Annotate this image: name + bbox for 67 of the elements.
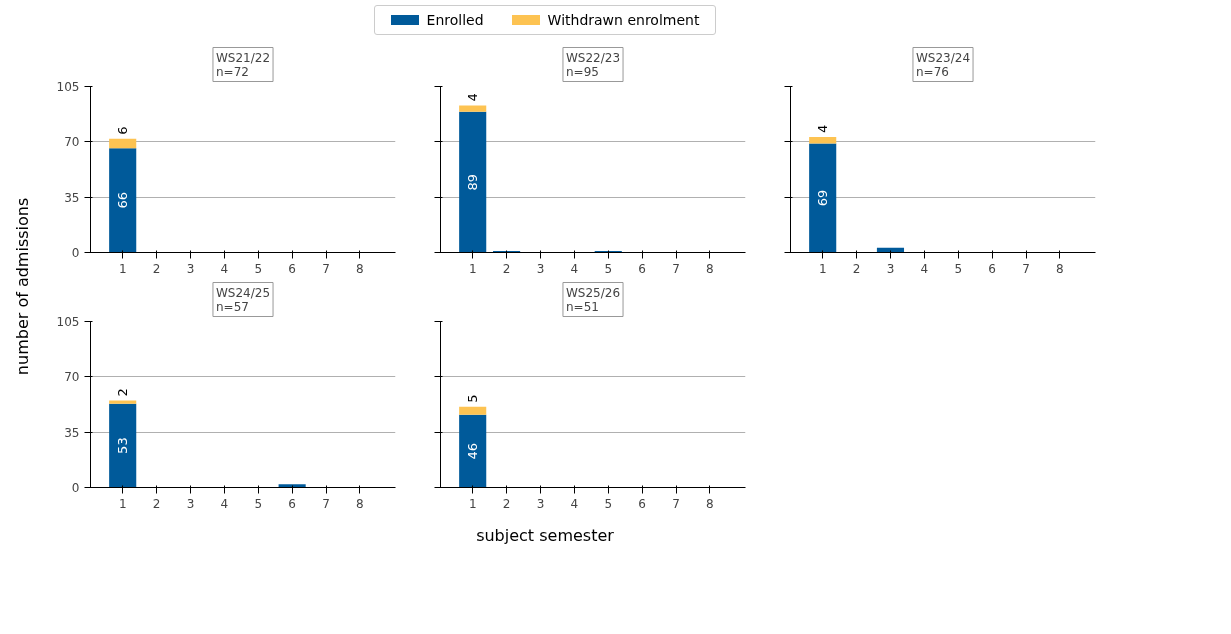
data-label: 6 — [115, 126, 131, 135]
x-tick-label: 2 — [152, 496, 161, 511]
y-tick-label: 35 — [64, 190, 80, 205]
x-tick-label: 7 — [672, 496, 680, 511]
x-tick-label: 5 — [254, 496, 263, 511]
y-tick-label: 0 — [71, 246, 80, 260]
x-tick-label: 3 — [536, 261, 545, 276]
x-tick-label: 3 — [536, 496, 545, 511]
x-tick-label: 2 — [152, 261, 161, 276]
x-tick-label: 1 — [118, 496, 127, 511]
y-tick-label: 70 — [64, 135, 80, 150]
x-tick-label: 1 — [118, 261, 127, 276]
chart-title: WS23/24 n=76 — [915, 50, 971, 79]
x-tick-label: 4 — [570, 496, 579, 511]
x-tick-label: 5 — [604, 261, 613, 276]
data-label: 66 — [115, 192, 131, 209]
x-tick-label: 4 — [220, 496, 229, 511]
legend-label: Withdrawn enrolment — [546, 11, 700, 30]
x-axis-title: subject semester — [475, 525, 615, 547]
x-tick-label: 3 — [186, 496, 195, 511]
x-tick-label: 6 — [988, 261, 996, 276]
data-label: 89 — [465, 173, 481, 191]
x-tick-label: 2 — [502, 496, 511, 511]
y-tick-label: 70 — [64, 370, 80, 385]
x-tick-label: 3 — [186, 261, 195, 276]
chart-title: WS24/25 n=57 — [215, 285, 271, 314]
x-tick-label: 4 — [220, 261, 229, 276]
x-tick-label: 6 — [288, 496, 296, 511]
x-tick-label: 3 — [886, 261, 895, 276]
x-tick-label: 7 — [322, 496, 330, 511]
legend-label: Enrolled — [425, 11, 484, 30]
x-tick-label: 5 — [254, 261, 263, 276]
x-tick-label: 5 — [604, 496, 613, 511]
x-tick-label: 7 — [322, 261, 330, 276]
x-tick-label: 7 — [1022, 261, 1030, 276]
data-label: 69 — [815, 189, 831, 207]
data-label: 4 — [465, 93, 481, 102]
data-label: 4 — [815, 124, 831, 134]
x-tick-label: 8 — [1056, 261, 1064, 276]
x-tick-label: 8 — [356, 261, 364, 276]
x-tick-label: 6 — [288, 261, 296, 276]
x-tick-label: 7 — [672, 261, 680, 276]
chart-title: WS25/26 n=51 — [565, 285, 621, 314]
x-tick-label: 1 — [468, 261, 477, 276]
data-label: 5 — [465, 394, 481, 403]
data-label: 2 — [115, 388, 131, 397]
x-tick-label: 6 — [638, 496, 646, 511]
y-tick-label: 35 — [64, 425, 80, 440]
x-tick-label: 8 — [706, 496, 714, 511]
x-tick-label: 4 — [570, 261, 579, 276]
x-tick-label: 2 — [852, 261, 861, 276]
x-tick-label: 8 — [356, 496, 364, 511]
x-tick-label: 5 — [954, 261, 963, 276]
y-axis-title: number of admissions — [12, 197, 34, 376]
y-tick-label: 0 — [71, 481, 80, 495]
chart-title: WS22/23 n=95 — [565, 50, 621, 79]
y-tick-label: 105 — [56, 315, 80, 329]
data-label: 53 — [115, 437, 131, 454]
x-tick-label: 8 — [706, 261, 714, 276]
data-label: 46 — [465, 442, 481, 460]
y-tick-label: 105 — [56, 80, 80, 94]
x-tick-label: 1 — [818, 261, 827, 276]
x-tick-label: 2 — [502, 261, 511, 276]
x-tick-label: 6 — [638, 261, 646, 276]
x-tick-label: 4 — [920, 261, 929, 276]
x-tick-label: 1 — [468, 496, 477, 511]
chart-title: WS21/22 n=72 — [215, 50, 271, 79]
